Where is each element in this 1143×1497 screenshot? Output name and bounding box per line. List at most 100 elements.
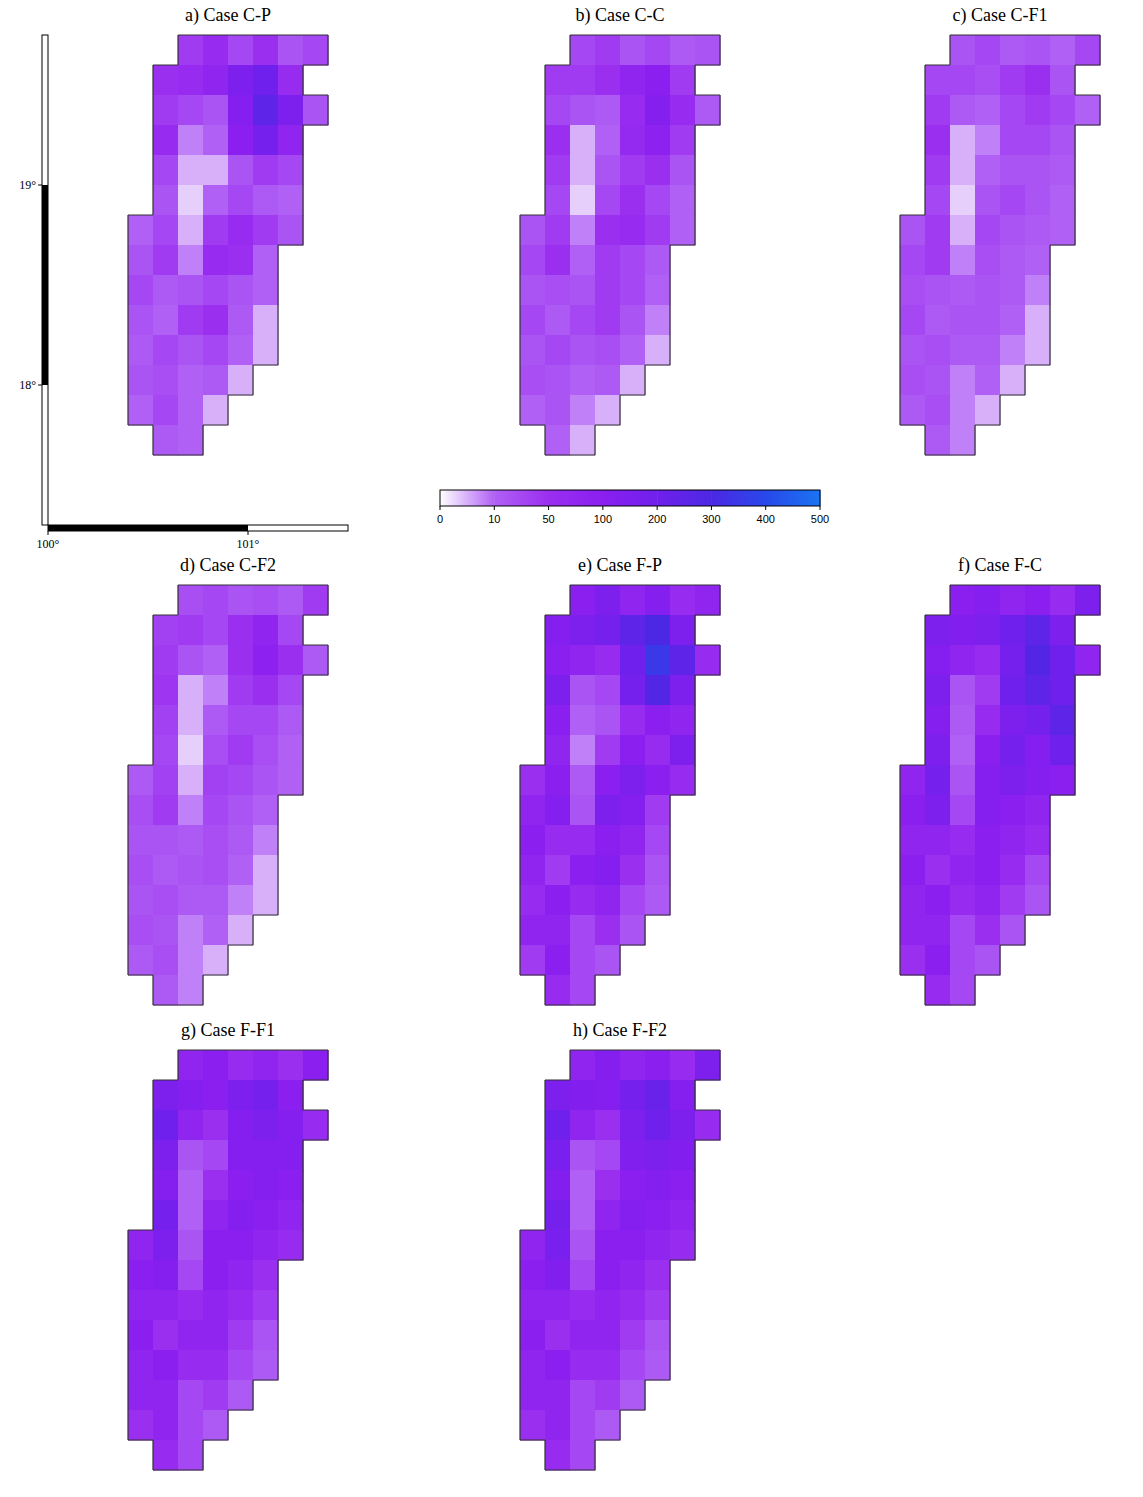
cell	[950, 65, 975, 95]
cell	[545, 1140, 570, 1170]
cell	[950, 735, 975, 765]
cell	[178, 95, 203, 125]
cell	[545, 795, 570, 825]
cell	[153, 795, 178, 825]
cell	[1050, 125, 1075, 155]
lon-tick	[48, 531, 49, 535]
colorbar-label: 100	[594, 513, 612, 525]
cell	[228, 1320, 253, 1350]
cell	[178, 1230, 203, 1260]
colorbar-frame	[440, 490, 820, 506]
cell	[178, 735, 203, 765]
cell	[900, 885, 925, 915]
cell	[695, 585, 720, 615]
cell	[595, 125, 620, 155]
map-panel: g) Case F-F1	[128, 1020, 328, 1470]
cell	[203, 1290, 228, 1320]
cell	[695, 645, 720, 675]
cell	[620, 1050, 645, 1080]
cell	[228, 675, 253, 705]
cell	[975, 615, 1000, 645]
cell	[153, 825, 178, 855]
cell	[545, 885, 570, 915]
cell	[253, 855, 278, 885]
cell	[620, 275, 645, 305]
cell	[1025, 675, 1050, 705]
cell	[203, 395, 228, 425]
cell	[228, 1140, 253, 1170]
cell	[253, 1110, 278, 1140]
cell	[595, 275, 620, 305]
cell	[520, 1290, 545, 1320]
cell	[178, 1200, 203, 1230]
cell	[253, 1200, 278, 1230]
panel-title: d) Case C-F2	[180, 555, 276, 576]
cell	[570, 155, 595, 185]
cell	[900, 915, 925, 945]
cell	[278, 155, 303, 185]
cell	[545, 1110, 570, 1140]
cell	[570, 275, 595, 305]
cell	[153, 975, 178, 1005]
cell	[128, 365, 153, 395]
cell	[520, 245, 545, 275]
cell	[975, 155, 1000, 185]
cell	[128, 945, 153, 975]
cell	[1000, 335, 1025, 365]
cell	[545, 825, 570, 855]
cell	[520, 1410, 545, 1440]
cells	[128, 585, 328, 1005]
cell	[925, 765, 950, 795]
cell	[1025, 125, 1050, 155]
cell	[950, 645, 975, 675]
cell	[620, 795, 645, 825]
cell	[278, 675, 303, 705]
cell	[950, 155, 975, 185]
cell	[520, 1260, 545, 1290]
cell	[1000, 35, 1025, 65]
cell	[278, 735, 303, 765]
cell	[670, 65, 695, 95]
cell	[1050, 765, 1075, 795]
cell	[670, 705, 695, 735]
cell	[1000, 305, 1025, 335]
panel-title: h) Case F-F2	[573, 1020, 667, 1041]
cell	[228, 645, 253, 675]
cell	[520, 945, 545, 975]
cell	[570, 855, 595, 885]
cell	[1025, 335, 1050, 365]
cell	[645, 765, 670, 795]
cell	[520, 855, 545, 885]
cell	[670, 735, 695, 765]
cell	[520, 1380, 545, 1410]
cell	[278, 645, 303, 675]
cell	[595, 705, 620, 735]
cell	[595, 615, 620, 645]
cell	[278, 615, 303, 645]
cell	[570, 35, 595, 65]
boundary	[128, 35, 328, 455]
cell	[303, 35, 328, 65]
cell	[203, 1350, 228, 1380]
cell	[620, 585, 645, 615]
cell	[1000, 95, 1025, 125]
cell	[153, 275, 178, 305]
cell	[545, 1290, 570, 1320]
cell	[1025, 735, 1050, 765]
cell	[950, 395, 975, 425]
cell	[645, 1050, 670, 1080]
cell	[570, 1320, 595, 1350]
cell	[303, 1110, 328, 1140]
cell	[253, 735, 278, 765]
figure: a) Case C-P18°19°100°101°b) Case C-Cc) C…	[0, 0, 1143, 1497]
cell	[1050, 735, 1075, 765]
cell	[178, 125, 203, 155]
cell	[595, 155, 620, 185]
cell	[1000, 125, 1025, 155]
cell	[1075, 95, 1100, 125]
cell	[203, 825, 228, 855]
colorbar-segment	[549, 490, 604, 506]
cell	[178, 1050, 203, 1080]
cell	[278, 1230, 303, 1260]
cell	[595, 945, 620, 975]
